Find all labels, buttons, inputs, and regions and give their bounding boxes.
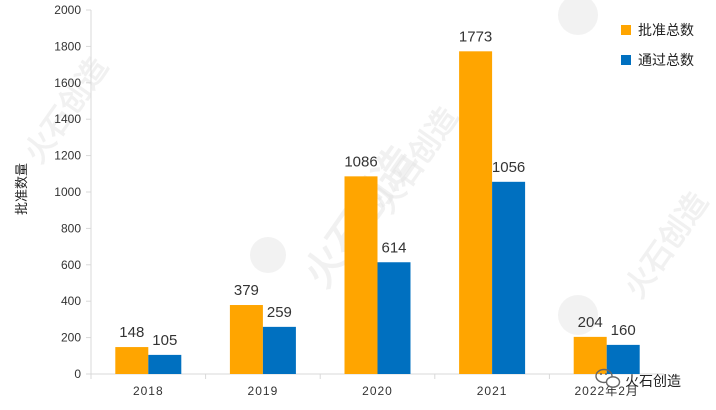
bar-series1-2: [377, 262, 411, 374]
bar-series0-1: [229, 305, 263, 374]
data-label-series0-1: 379: [234, 282, 259, 299]
data-label-series0-3: 1773: [459, 28, 492, 45]
y-tick-label: 200: [61, 331, 81, 345]
data-label-series0-0: 148: [119, 324, 144, 341]
y-tick-label: 1800: [54, 39, 81, 53]
wechat-icon: [595, 368, 621, 388]
y-tick-label: 1600: [54, 76, 81, 90]
y-tick-label: 2000: [54, 3, 81, 17]
bar-series1-1: [262, 326, 296, 374]
legend-swatch-approved: [621, 25, 631, 35]
x-axis-ticks: 2018 2019 2020 2021 2022年2月: [90, 374, 665, 398]
bar-series1-4: [606, 344, 640, 374]
y-axis-label: 批准数量: [15, 163, 30, 215]
x-tick-label: 2019: [248, 384, 279, 398]
legend-label-passed: 通过总数: [638, 53, 694, 69]
x-tick-label: 2021: [477, 384, 508, 398]
legend: 批准总数 通过总数: [621, 23, 694, 69]
y-tick-label: 0: [74, 367, 81, 381]
y-tick-label: 1400: [54, 112, 81, 126]
y-axis-ticks: 0 200 400 600 800 1000 1200 1400 1600 1800 2000: [54, 3, 91, 381]
y-tick-label: 400: [61, 294, 81, 308]
bar-series1-0: [148, 354, 182, 374]
x-tick-label: 2022年2月: [575, 384, 639, 398]
y-tick-label: 800: [61, 221, 81, 235]
bar-series0-2: [344, 176, 378, 374]
data-label-series0-4: 204: [578, 314, 603, 331]
data-label-series1-4: 160: [611, 322, 636, 339]
x-tick-label: 2020: [362, 384, 393, 398]
data-label-series0-2: 1086: [344, 153, 377, 170]
data-label-series1-1: 259: [267, 304, 292, 321]
brand-mark: 火石创造: [595, 368, 681, 390]
legend-swatch-passed: [621, 55, 631, 65]
data-label-series1-2: 614: [381, 239, 406, 256]
watermark-flame-icon-2: [558, 0, 598, 35]
data-label-series1-0: 105: [152, 332, 177, 349]
watermark-flame-icon-1: [250, 237, 286, 273]
y-tick-label: 1200: [54, 149, 81, 163]
bar-series0-0: [115, 347, 149, 374]
watermark-flame-icon-3: [558, 295, 598, 335]
bars: [115, 51, 640, 375]
bar-series1-3: [492, 181, 526, 374]
data-label-series1-3: 1056: [492, 159, 525, 176]
brand-name: 火石创造: [625, 374, 681, 390]
y-tick-label: 1000: [54, 185, 81, 199]
legend-label-approved: 批准总数: [638, 23, 694, 39]
bar-series0-4: [573, 336, 607, 374]
watermark-text-4: 火石创造: [618, 186, 715, 304]
data-labels: 148 379 1086 1773 204 105 259 614 1056 160: [119, 28, 635, 349]
y-tick-label: 600: [61, 258, 81, 272]
bar-series0-3: [459, 51, 493, 375]
x-tick-label: 2018: [133, 384, 164, 398]
